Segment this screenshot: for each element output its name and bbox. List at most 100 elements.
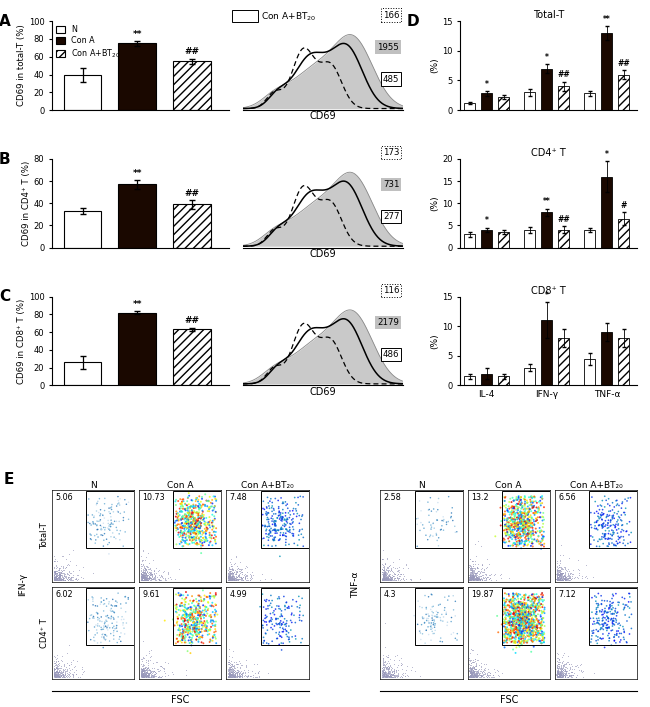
- Point: [84, 493, 94, 505]
- Point: [522, 519, 532, 530]
- Point: [523, 595, 533, 606]
- Point: [185, 532, 196, 543]
- Point: [523, 527, 533, 539]
- Point: [554, 572, 564, 583]
- Point: [479, 669, 489, 680]
- Point: [192, 612, 203, 624]
- Point: [512, 513, 522, 525]
- Point: [587, 592, 597, 603]
- Point: [619, 534, 629, 546]
- Point: [179, 525, 190, 537]
- Point: [521, 617, 531, 628]
- Point: [200, 535, 211, 547]
- Point: [57, 650, 68, 662]
- Point: [185, 538, 195, 549]
- Point: [225, 669, 235, 680]
- Point: [207, 600, 217, 611]
- Point: [554, 670, 564, 681]
- Point: [268, 525, 279, 536]
- Point: [496, 515, 506, 527]
- Point: [593, 501, 603, 512]
- Point: [137, 572, 148, 583]
- Point: [534, 595, 544, 607]
- Point: [490, 531, 501, 542]
- Point: [465, 668, 476, 679]
- Point: [240, 660, 251, 672]
- Point: [558, 568, 568, 579]
- Point: [598, 612, 608, 623]
- Point: [400, 667, 410, 679]
- Point: [186, 612, 196, 623]
- Point: [556, 574, 567, 585]
- Point: [502, 632, 512, 643]
- Point: [138, 672, 148, 683]
- Point: [470, 573, 480, 584]
- Point: [176, 498, 186, 509]
- Point: [468, 573, 478, 585]
- Point: [558, 573, 569, 585]
- Point: [227, 563, 238, 575]
- Point: [597, 520, 608, 532]
- Point: [52, 555, 62, 566]
- Point: [136, 573, 146, 584]
- Point: [383, 650, 393, 661]
- Point: [172, 633, 182, 644]
- Point: [390, 563, 400, 574]
- Point: [187, 634, 197, 645]
- Point: [384, 662, 394, 673]
- Point: [176, 530, 186, 542]
- Point: [60, 669, 70, 680]
- Point: [380, 670, 390, 682]
- Point: [590, 522, 600, 534]
- Point: [176, 506, 187, 517]
- Point: [193, 614, 203, 625]
- Point: [471, 570, 481, 581]
- Point: [234, 566, 244, 577]
- Point: [52, 574, 62, 585]
- Point: [598, 508, 608, 520]
- Point: [407, 662, 417, 673]
- Point: [49, 571, 60, 583]
- Point: [185, 501, 196, 513]
- Point: [530, 595, 540, 606]
- Point: [176, 589, 186, 600]
- Point: [520, 609, 530, 620]
- Point: [469, 567, 479, 578]
- Point: [183, 614, 193, 626]
- Point: [195, 633, 205, 644]
- Point: [600, 530, 610, 541]
- Point: [501, 617, 512, 628]
- Point: [153, 672, 164, 683]
- Point: [512, 501, 523, 513]
- Point: [196, 631, 207, 643]
- Point: [64, 660, 75, 671]
- Point: [515, 617, 526, 629]
- Point: [297, 592, 307, 604]
- Point: [49, 670, 59, 682]
- Point: [179, 619, 190, 631]
- Point: [146, 570, 156, 581]
- Point: [552, 573, 562, 584]
- Point: [144, 671, 154, 682]
- Point: [519, 626, 530, 637]
- Point: [511, 589, 521, 600]
- Point: [519, 506, 530, 518]
- Point: [526, 629, 537, 640]
- Point: [70, 574, 81, 585]
- Point: [381, 664, 391, 675]
- Point: [201, 525, 211, 537]
- Point: [562, 656, 572, 667]
- Point: [529, 534, 539, 545]
- Point: [265, 526, 276, 537]
- Point: [554, 569, 565, 580]
- Point: [590, 590, 600, 602]
- Point: [509, 524, 519, 535]
- Point: [190, 620, 201, 631]
- Point: [467, 575, 478, 586]
- Point: [383, 564, 393, 575]
- Point: [228, 568, 239, 580]
- Point: [183, 590, 193, 601]
- Point: [237, 667, 248, 679]
- Point: [599, 606, 610, 617]
- Point: [500, 602, 511, 613]
